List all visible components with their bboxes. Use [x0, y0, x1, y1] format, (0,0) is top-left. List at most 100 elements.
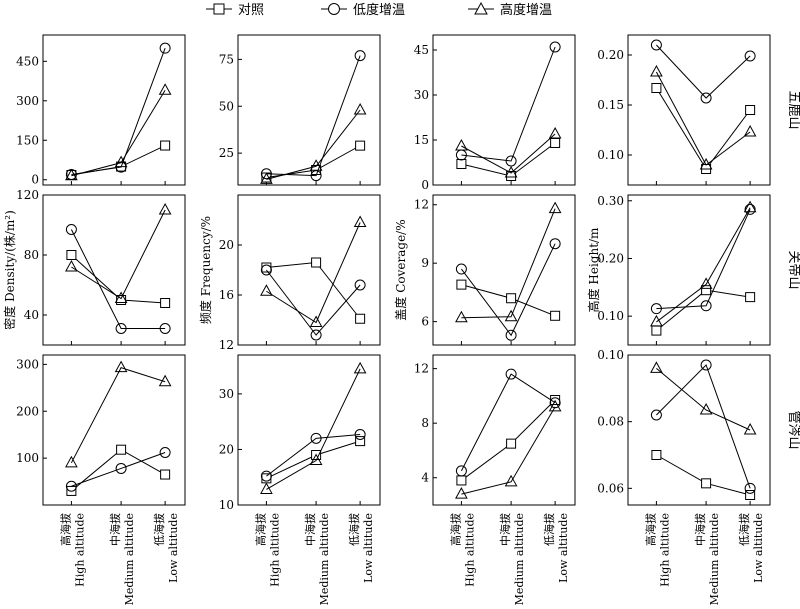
- data-point-high-warming: [158, 202, 172, 215]
- data-point-low-warming: [455, 465, 467, 477]
- y-tick-label: 120: [16, 188, 39, 202]
- y-axis-label-coverage: 盖度 Coverage/%: [393, 219, 408, 320]
- data-point-control: [550, 138, 561, 148]
- data-point-low-warming: [115, 323, 127, 334]
- series-line-control: [656, 454, 751, 496]
- y-tick-label: 0.10: [597, 309, 624, 323]
- plot-frame: [627, 194, 771, 346]
- series-line-low-warming: [70, 229, 166, 329]
- legend-item-low-warming: 低度增温: [321, 2, 405, 18]
- plot-frame: [627, 354, 771, 506]
- data-point-low-warming: [354, 428, 366, 440]
- data-point-low-warming: [700, 92, 712, 104]
- x-category-label-zh: 中海拔: [303, 513, 317, 546]
- x-category-label-zh: 中海拔: [108, 513, 122, 546]
- y-tick-label: 6: [421, 315, 429, 329]
- data-point-low-warming: [700, 359, 712, 371]
- data-point-high-warming: [548, 201, 562, 214]
- data-point-high-warming: [309, 453, 323, 466]
- data-point-high-warming: [455, 310, 468, 323]
- data-point-high-warming: [65, 168, 78, 181]
- data-point-control: [160, 298, 171, 308]
- data-point-high-warming: [743, 200, 757, 213]
- y-tick-label: 0.06: [597, 481, 624, 495]
- data-point-control: [66, 250, 77, 260]
- data-point-control: [160, 140, 171, 151]
- data-point-low-warming: [65, 224, 77, 235]
- y-tick-label: 12: [414, 362, 429, 376]
- panel-r1-c2: 6 9 12: [414, 194, 576, 346]
- series-line-high-warming: [655, 71, 751, 166]
- data-point-low-warming: [505, 368, 517, 380]
- data-point-low-warming: [65, 480, 77, 492]
- x-category-label-en: Low altitude: [557, 513, 570, 583]
- data-point-high-warming: [743, 422, 757, 435]
- triangle-marker-icon: [474, 1, 488, 15]
- plot-frame: [432, 354, 576, 506]
- data-point-control: [355, 313, 366, 324]
- x-category-label-en: Medium altitude: [318, 513, 331, 605]
- y-tick-label: 0.10: [597, 148, 624, 162]
- data-point-control: [456, 159, 467, 169]
- x-category-label-zh: 高海拔: [448, 513, 462, 546]
- data-point-high-warming: [353, 102, 367, 115]
- y-axis-label-frequency: 频度 Frequency/%: [198, 216, 213, 324]
- series-line-high-warming: [656, 367, 751, 431]
- data-point-low-warming: [159, 42, 171, 54]
- data-point-control: [651, 450, 662, 460]
- x-category-label-zh: 低海拔: [152, 513, 166, 546]
- data-point-high-warming: [65, 455, 78, 468]
- x-category-label-zh: 高海拔: [643, 513, 657, 546]
- x-category-label-zh: 低海拔: [737, 513, 751, 546]
- x-category-label-zh: 中海拔: [498, 513, 512, 546]
- series-line-high-warming: [656, 207, 751, 323]
- panel-r1-c0: 40 80 120: [16, 188, 186, 346]
- data-point-low-warming: [700, 300, 712, 312]
- data-point-high-warming: [353, 361, 367, 374]
- data-point-high-warming: [504, 474, 518, 487]
- data-point-low-warming: [744, 482, 756, 494]
- data-point-control: [116, 444, 127, 455]
- y-tick-label: 20: [219, 238, 234, 252]
- plot-frame: [42, 354, 186, 506]
- data-point-low-warming: [650, 303, 662, 315]
- data-point-high-warming: [260, 172, 273, 184]
- data-point-low-warming: [310, 432, 322, 444]
- data-point-high-warming: [699, 402, 713, 415]
- data-point-low-warming: [159, 447, 171, 458]
- x-category-label-en: Medium altitude: [513, 513, 526, 605]
- y-tick-label: 30: [219, 387, 234, 401]
- y-tick-label: 0: [421, 178, 429, 192]
- data-point-high-warming: [743, 124, 757, 137]
- plot-frame: [42, 34, 186, 186]
- x-category-label-en: Low altitude: [167, 513, 180, 583]
- data-point-high-warming: [455, 487, 468, 499]
- plot-frame: [432, 34, 576, 186]
- y-axis-label-height: 高度 Height/m: [586, 227, 601, 312]
- y-tick-label: 0: [31, 173, 39, 187]
- data-point-high-warming: [504, 309, 518, 322]
- series-line-high-warming: [266, 222, 361, 324]
- series-line-low-warming: [266, 433, 361, 477]
- y-tick-label: 0.20: [597, 48, 624, 62]
- data-point-high-warming: [455, 138, 468, 151]
- data-point-high-warming: [699, 157, 713, 170]
- plot-frame: [237, 354, 381, 506]
- data-point-high-warming: [353, 215, 367, 227]
- data-point-high-warming: [114, 360, 128, 373]
- data-point-low-warming: [310, 329, 322, 341]
- y-tick-label: 8: [421, 416, 429, 430]
- series-line-control: [71, 449, 166, 492]
- data-point-control: [506, 293, 517, 304]
- data-point-low-warming: [549, 238, 561, 250]
- data-point-control: [701, 285, 712, 296]
- data-point-low-warming: [744, 203, 756, 215]
- data-point-high-warming: [309, 315, 323, 327]
- y-tick-label: 0.10: [597, 348, 624, 362]
- x-category-label-en: High altitude: [658, 513, 671, 587]
- legend-item-control: 对照: [206, 3, 264, 18]
- data-point-control: [355, 140, 366, 151]
- y-tick-label: 300: [16, 357, 39, 371]
- plot-frame: [237, 194, 381, 346]
- series-line-high-warming: [70, 367, 166, 464]
